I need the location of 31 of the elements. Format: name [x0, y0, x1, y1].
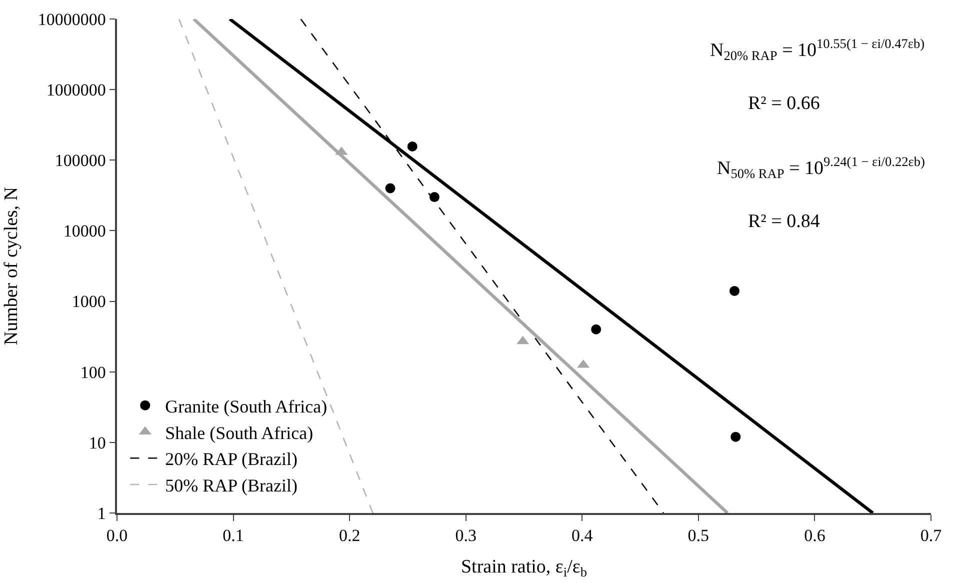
point [591, 324, 602, 334]
x-tick-label: 0.3 [455, 526, 476, 546]
x-tick-label: 0.2 [338, 526, 360, 546]
point [729, 286, 740, 296]
x-tick-label: 0.7 [920, 526, 942, 546]
y-tick-label: 10000000 [38, 10, 106, 29]
y-tick-label: 1000000 [46, 80, 106, 100]
annotation: R² = 0.84 [748, 211, 820, 232]
legend-label: 50% RAP (Brazil) [165, 476, 298, 496]
point [730, 432, 741, 442]
y-tick-label: 1 [97, 504, 106, 523]
y-tick-label: 10000 [63, 222, 106, 241]
legend-label: Shale (South Africa) [165, 422, 314, 443]
y-axis-title: Number of cycles, N [1, 186, 22, 346]
annotation: N$_{20% RAP}$ = 10$^{10.55(1 − εi/0.47εb)}$ [710, 36, 925, 63]
legend-label: 20% RAP (Brazil) [165, 449, 298, 470]
x-tick-label: 0.5 [688, 526, 710, 546]
y-tick-label: 10 [88, 433, 106, 452]
y-tick-label: 100 [80, 362, 106, 382]
x-axis-title: Strain ratio, ε$_{i}$/ε$_{b}$ [460, 556, 588, 580]
x-tick-label: 0.6 [804, 526, 826, 546]
y-tick-label: 100000 [54, 151, 106, 170]
point [407, 142, 418, 152]
annotation: R² = 0.66 [748, 93, 820, 114]
point [385, 183, 396, 194]
y-tick-label: 1000 [72, 292, 106, 312]
annotation: N$_{50% RAP}$ = 10$^{9.24(1 − εi/0.22εb)}$ [717, 154, 925, 181]
legend-label: Granite (South Africa) [165, 396, 328, 416]
x-tick-label: 0.1 [222, 526, 244, 546]
x-tick-label: 0.4 [572, 526, 594, 546]
x-tick-label: 0.0 [106, 526, 128, 546]
